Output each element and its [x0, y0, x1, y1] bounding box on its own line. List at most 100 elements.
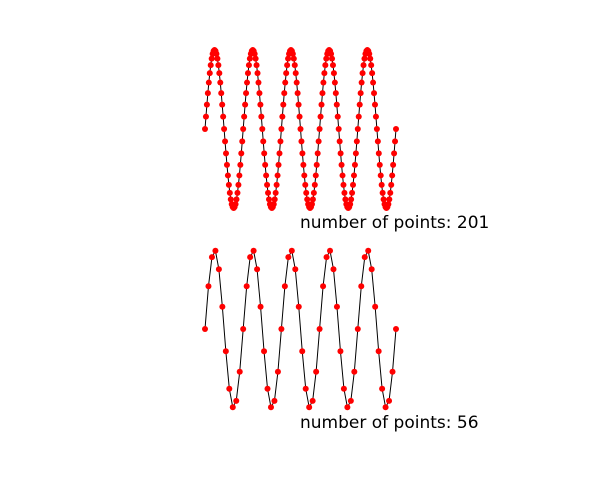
- data-point: [218, 90, 225, 97]
- data-point: [301, 172, 308, 179]
- data-point: [233, 397, 240, 404]
- data-point: [220, 113, 227, 120]
- data-point: [368, 62, 375, 69]
- caption-sparse-points: number of points: 56: [300, 413, 479, 433]
- data-point: [356, 101, 363, 108]
- data-point: [226, 385, 233, 392]
- data-point: [206, 70, 213, 77]
- data-point: [379, 385, 386, 392]
- data-point: [321, 70, 328, 77]
- data-point: [244, 79, 251, 86]
- data-point: [372, 303, 379, 310]
- data-point: [337, 348, 344, 355]
- data-point: [243, 90, 250, 97]
- data-point: [368, 266, 375, 273]
- data-point: [240, 126, 247, 132]
- data-point: [372, 113, 379, 120]
- data-point: [202, 113, 209, 120]
- data-point: [292, 70, 299, 77]
- data-point: [393, 126, 399, 132]
- data-point: [334, 113, 341, 120]
- data-point: [367, 55, 374, 62]
- data-point: [296, 113, 303, 120]
- data-point: [225, 181, 232, 188]
- data-point: [289, 50, 296, 57]
- data-point: [219, 101, 226, 108]
- data-point: [271, 397, 278, 404]
- data-point: [317, 113, 324, 120]
- data-point: [273, 181, 280, 188]
- data-point: [313, 161, 320, 168]
- data-point: [336, 138, 343, 145]
- data-point: [238, 150, 245, 157]
- data-point: [349, 189, 356, 196]
- data-point: [309, 196, 316, 203]
- data-point: [243, 283, 250, 290]
- data-point: [302, 385, 309, 392]
- data-point: [393, 326, 399, 332]
- data-point: [361, 55, 368, 62]
- data-point: [332, 90, 339, 97]
- data-point: [327, 247, 334, 254]
- data-point: [219, 303, 226, 310]
- data-point: [281, 90, 288, 97]
- data-point: [329, 62, 336, 69]
- data-point: [278, 326, 285, 332]
- data-point: [205, 283, 212, 290]
- data-point: [329, 55, 336, 62]
- data-point: [375, 150, 382, 157]
- data-point: [255, 79, 262, 86]
- data-point: [216, 70, 223, 77]
- data-point: [385, 201, 392, 208]
- data-point: [272, 189, 279, 196]
- data-point: [308, 201, 315, 208]
- data-point: [232, 201, 239, 208]
- data-point: [355, 113, 362, 120]
- data-point: [360, 62, 367, 69]
- data-point: [379, 189, 386, 196]
- data-point: [304, 196, 311, 203]
- data-point: [205, 79, 212, 86]
- data-point: [352, 150, 359, 157]
- data-point: [365, 247, 372, 254]
- data-point: [279, 113, 286, 120]
- data-point: [234, 189, 241, 196]
- data-point: [271, 196, 278, 203]
- data-point: [320, 283, 327, 290]
- series-line: [204, 249, 397, 409]
- data-point: [309, 397, 316, 404]
- data-point: [371, 101, 378, 108]
- data-point: [207, 62, 214, 69]
- data-point: [389, 172, 396, 179]
- data-point: [292, 266, 299, 273]
- data-point: [253, 62, 260, 69]
- data-point: [303, 189, 310, 196]
- data-point: [333, 101, 340, 108]
- data-point: [357, 90, 364, 97]
- data-point: [306, 404, 313, 411]
- data-point: [223, 150, 230, 157]
- data-point: [390, 161, 397, 168]
- data-point: [265, 196, 272, 203]
- data-point: [294, 90, 301, 97]
- data-point: [392, 138, 399, 145]
- data-point: [388, 181, 395, 188]
- data-point: [217, 79, 224, 86]
- data-point: [202, 126, 208, 132]
- data-point: [378, 181, 385, 188]
- data-point: [376, 161, 383, 168]
- data-point: [342, 196, 349, 203]
- data-point: [387, 189, 394, 196]
- data-point: [322, 62, 329, 69]
- data-point: [389, 368, 396, 375]
- data-point: [369, 70, 376, 77]
- data-point: [353, 138, 360, 145]
- data-point: [373, 126, 380, 132]
- data-point: [246, 55, 253, 62]
- data-point: [213, 50, 220, 57]
- data-point: [250, 247, 257, 254]
- data-point: [257, 101, 264, 108]
- data-point: [222, 138, 229, 145]
- data-point: [371, 90, 378, 97]
- data-point: [319, 90, 326, 97]
